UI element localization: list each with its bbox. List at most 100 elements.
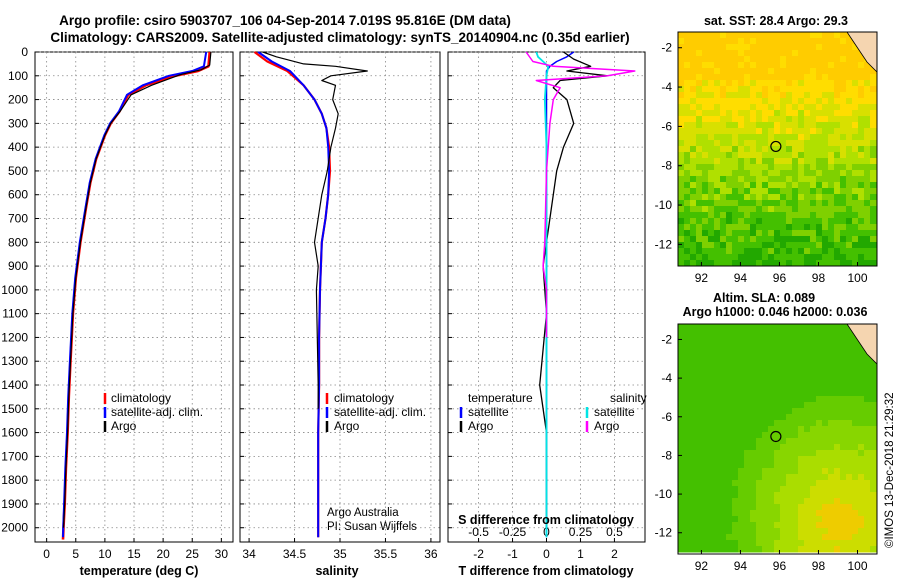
map-cell <box>726 128 733 135</box>
legend-label: Argo <box>594 419 620 433</box>
map-cell <box>840 516 847 523</box>
map-cell <box>774 366 781 373</box>
map-cell <box>738 104 745 111</box>
map-cell <box>726 456 733 463</box>
map-cell <box>828 254 835 261</box>
map-cell <box>732 390 739 397</box>
map-cell <box>792 342 799 349</box>
map-cell <box>816 110 823 117</box>
map-cell <box>840 534 847 541</box>
map-cell <box>792 528 799 535</box>
map-cell <box>810 336 817 343</box>
map-cell <box>744 528 751 535</box>
map-cell <box>792 420 799 427</box>
map-cell <box>786 74 793 81</box>
map-cell <box>762 194 769 201</box>
map-cell <box>780 212 787 219</box>
map-cell <box>780 176 787 183</box>
map-cell <box>732 176 739 183</box>
map-cell <box>690 98 697 105</box>
map-cell <box>864 522 871 529</box>
depth-tick-label: 1000 <box>1 283 28 297</box>
map-cell <box>684 86 691 93</box>
map-cell <box>816 50 823 57</box>
map-cell <box>840 390 847 397</box>
map-cell <box>804 432 811 439</box>
map-cell <box>732 396 739 403</box>
map-cell <box>714 408 721 415</box>
map-cell <box>828 498 835 505</box>
map-cell <box>792 546 799 553</box>
map-cell <box>792 194 799 201</box>
map-cell <box>708 74 715 81</box>
map-cell <box>720 80 727 87</box>
map-cell <box>804 408 811 415</box>
map-cell <box>798 456 805 463</box>
map-cell <box>750 420 757 427</box>
map-cell <box>768 182 775 189</box>
map-cell <box>762 468 769 475</box>
map-cell <box>804 354 811 361</box>
map-cell <box>786 438 793 445</box>
map-cell <box>804 68 811 75</box>
map-cell <box>870 384 877 391</box>
map-cell <box>810 224 817 231</box>
map-cell <box>792 56 799 63</box>
map-x-tick-label: 98 <box>812 271 826 285</box>
map-cell <box>840 206 847 213</box>
map-cell <box>714 200 721 207</box>
map-cell <box>834 348 841 355</box>
map-cell <box>816 56 823 63</box>
map-cell <box>858 540 865 547</box>
map-cell <box>696 408 703 415</box>
map-frame <box>677 31 878 267</box>
map-cell <box>738 224 745 231</box>
map-cell <box>750 462 757 469</box>
map-cell <box>714 474 721 481</box>
map-cell <box>786 534 793 541</box>
map-cell <box>810 86 817 93</box>
map-cell <box>732 44 739 51</box>
map-cell <box>738 188 745 195</box>
map-cell <box>840 194 847 201</box>
map-cell <box>780 134 787 141</box>
map-cell <box>744 372 751 379</box>
map-cell <box>804 444 811 451</box>
map-cell <box>684 498 691 505</box>
map-cell <box>822 200 829 207</box>
map-cell <box>756 134 763 141</box>
map-cell <box>816 522 823 529</box>
map-cell <box>792 62 799 69</box>
map-cell <box>852 128 859 135</box>
map-cell <box>696 44 703 51</box>
map-cell <box>792 444 799 451</box>
map-cell <box>804 158 811 165</box>
map-cell <box>864 236 871 243</box>
map-cell <box>828 32 835 39</box>
map-cell <box>726 206 733 213</box>
map-cell <box>828 38 835 45</box>
map-cell <box>774 360 781 367</box>
map-cell <box>816 116 823 123</box>
map-cell <box>786 492 793 499</box>
map-cell <box>780 456 787 463</box>
map-cell <box>732 444 739 451</box>
map-cell <box>798 44 805 51</box>
map-cell <box>858 522 865 529</box>
map-cell <box>690 242 697 249</box>
map-cell <box>738 68 745 75</box>
map-cell <box>714 390 721 397</box>
map-cell <box>768 510 775 517</box>
map-cell <box>696 522 703 529</box>
map-cell <box>780 546 787 553</box>
map-cell <box>834 426 841 433</box>
map-cell <box>780 164 787 171</box>
map-cell <box>858 140 865 147</box>
map-cell <box>708 468 715 475</box>
depth-tick-label: 1200 <box>1 330 28 344</box>
map-cell <box>750 330 757 337</box>
map-cell <box>702 206 709 213</box>
map-cell <box>816 504 823 511</box>
map-cell <box>702 224 709 231</box>
map-cell <box>810 540 817 547</box>
